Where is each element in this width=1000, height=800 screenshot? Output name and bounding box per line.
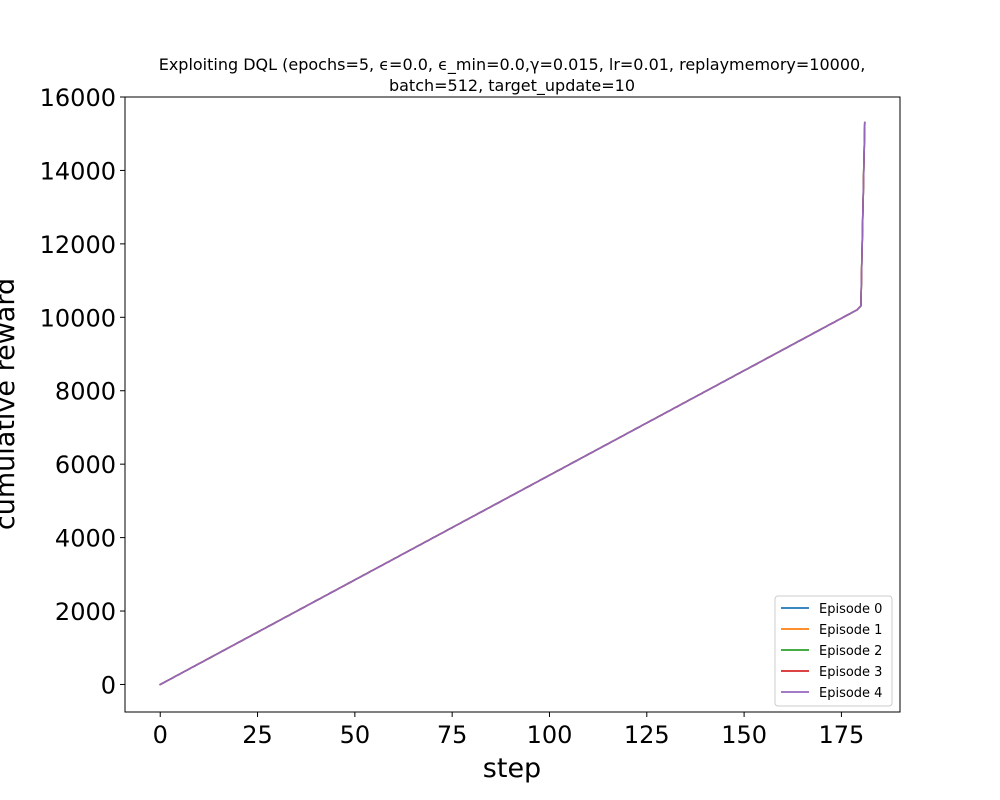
legend-label-episode-1: Episode 1 <box>819 623 882 638</box>
y-tick-label: 10000 <box>40 304 116 332</box>
y-tick-label: 0 <box>101 671 116 699</box>
series-line-episode-4 <box>159 121 866 686</box>
x-axis: 0 25 50 75 100 125 150 175 <box>153 712 865 749</box>
x-tick-label: 175 <box>819 721 865 749</box>
y-tick-label: 14000 <box>40 157 116 185</box>
x-tick-label: 50 <box>340 721 371 749</box>
y-axis: 0 2000 4000 6000 8000 10000 12000 14000 16000 <box>40 84 125 699</box>
legend-label-episode-3: Episode 3 <box>819 665 882 680</box>
x-tick-label: 0 <box>153 721 168 749</box>
x-tick-label: 75 <box>437 721 468 749</box>
chart-title-line-1: Exploiting DQL (epochs=5, ϵ=0.0, ϵ_min=0… <box>159 55 866 75</box>
y-tick-label: 2000 <box>55 598 116 626</box>
y-tick-label: 16000 <box>40 84 116 112</box>
legend-label-episode-0: Episode 0 <box>819 602 882 617</box>
plot-area <box>124 96 901 713</box>
y-tick-label: 12000 <box>40 231 116 259</box>
y-tick-label: 4000 <box>55 525 116 553</box>
chart-title-line-2: batch=512, target_update=10 <box>389 76 635 96</box>
plot-frame <box>124 96 901 713</box>
y-axis-label: cumulative reward <box>0 278 21 530</box>
legend-label-episode-4: Episode 4 <box>819 686 882 701</box>
x-tick-label: 150 <box>721 721 767 749</box>
series-layer <box>159 121 866 686</box>
x-axis-label: step <box>483 753 541 784</box>
legend: Episode 0 Episode 1 Episode 2 Episode 3 Epis… <box>774 595 893 707</box>
legend-frame <box>774 595 893 707</box>
x-tick-label: 25 <box>242 721 273 749</box>
y-tick-label: 8000 <box>55 378 116 406</box>
y-tick-label: 6000 <box>55 451 116 479</box>
x-tick-label: 100 <box>527 721 573 749</box>
x-tick-label: 125 <box>624 721 670 749</box>
legend-label-episode-2: Episode 2 <box>819 644 882 659</box>
